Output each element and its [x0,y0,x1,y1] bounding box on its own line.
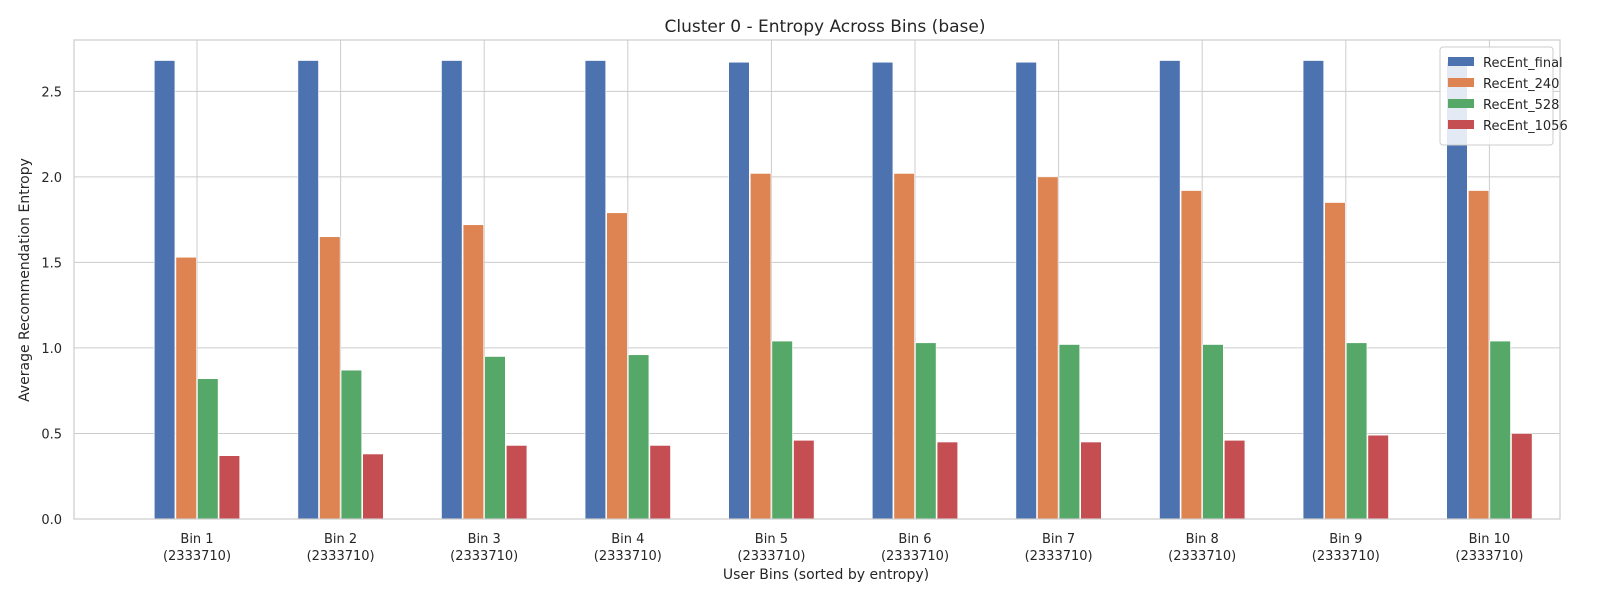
bar-recent-528 [1058,344,1080,520]
bar-recent-240 [606,212,628,520]
x-tick-sublabel: (2333710) [307,549,375,564]
x-tick-label: Bin 6 [898,532,931,547]
bar-recent-240 [1468,190,1490,520]
x-tick-sublabel: (2333710) [1312,549,1380,564]
bar-recent-240 [1324,202,1346,520]
bar-recent-240 [1180,190,1202,520]
x-tick-sublabel: (2333710) [450,549,518,564]
bar-recent-1056 [936,441,958,520]
x-tick-sublabel: (2333710) [737,549,805,564]
x-tick-label: Bin 5 [755,532,788,547]
x-tick-sublabel: (2333710) [1455,549,1523,564]
y-tick-label: 1.0 [41,342,62,357]
bar-recent-1056 [505,445,528,520]
bar-recent-528 [771,340,793,520]
x-tick-sublabel: (2333710) [163,549,231,564]
bar-recent-1056 [218,455,241,520]
x-tick-label: Bin 3 [468,532,501,547]
bar-recent-240 [175,256,197,520]
bar-recent-240 [1037,176,1059,520]
x-tick-sublabel: (2333710) [1168,549,1236,564]
bar-recent-final [584,60,606,520]
bar-recent-240 [749,173,772,520]
bar-recent-240 [319,236,341,520]
x-tick-label: Bin 9 [1329,532,1362,547]
bar-recent-528 [915,342,937,520]
bar-recent-528 [197,378,219,520]
y-tick-label: 1.5 [41,256,62,271]
y-tick-label: 0.5 [41,427,62,442]
bar-recent-528 [627,354,650,520]
x-tick-label: Bin 8 [1186,532,1219,547]
bar-recent-final [871,61,894,520]
bar-recent-528 [484,356,506,520]
legend-swatch [1448,99,1474,108]
x-axis-label: User Bins (sorted by entropy) [723,567,929,583]
bar-recent-1056 [649,445,671,520]
bar-recent-528 [1346,342,1368,520]
legend-label: RecEnt_final [1483,56,1563,71]
bar-recent-final [441,60,463,520]
y-tick-label: 0.0 [41,513,62,528]
x-tick-label: Bin 7 [1042,532,1075,547]
bar-recent-1056 [1511,433,1533,520]
bar-recent-final [1302,60,1324,520]
legend-swatch [1448,120,1474,129]
legend-swatch [1448,78,1474,87]
legend: RecEnt_final RecEnt_240 RecEnt_528 RecEnt_1… [1439,46,1568,146]
bar-recent-final [1015,61,1037,520]
legend-label: RecEnt_1056 [1483,119,1568,134]
x-tick-labels: Bin 1 (2333710) Bin 2 (2333710) Bin 3 (233371… [163,532,1523,564]
chart-title: Cluster 0 - Entropy Across Bins (base) [665,17,986,37]
legend-label: RecEnt_240 [1483,77,1559,92]
x-tick-sublabel: (2333710) [594,549,662,564]
y-axis-label: Average Recommendation Entropy [17,158,33,402]
bar-recent-final [728,61,750,520]
bar-recent-1056 [793,440,815,520]
x-tick-label: Bin 4 [611,532,644,547]
legend-label: RecEnt_528 [1483,98,1559,113]
bar-recent-528 [340,369,363,520]
x-tick-label: Bin 1 [180,532,213,547]
x-tick-sublabel: (2333710) [1025,549,1093,564]
plot-frame [73,39,1561,520]
bar-recent-1056 [1080,441,1102,520]
bar-recent-final [1159,60,1181,520]
bar-recent-240 [893,173,915,520]
bar-recent-1056 [1367,434,1389,520]
y-tick-label: 2.5 [41,85,62,100]
bars [154,60,1533,520]
y-tick-label: 2.0 [41,171,62,186]
x-tick-sublabel: (2333710) [881,549,949,564]
bar-recent-528 [1489,340,1511,520]
bar-recent-1056 [1224,440,1246,520]
bar-recent-final [297,60,319,520]
bar-recent-1056 [362,453,384,520]
bar-recent-528 [1202,344,1224,520]
y-tick-labels: 0.0 0.5 1.0 1.5 2.0 2.5 [41,85,62,528]
x-tick-label: Bin 10 [1469,532,1510,547]
legend-swatch [1448,57,1474,66]
x-tick-label: Bin 2 [324,532,357,547]
bar-recent-240 [462,224,485,520]
bar-recent-final [154,60,176,520]
